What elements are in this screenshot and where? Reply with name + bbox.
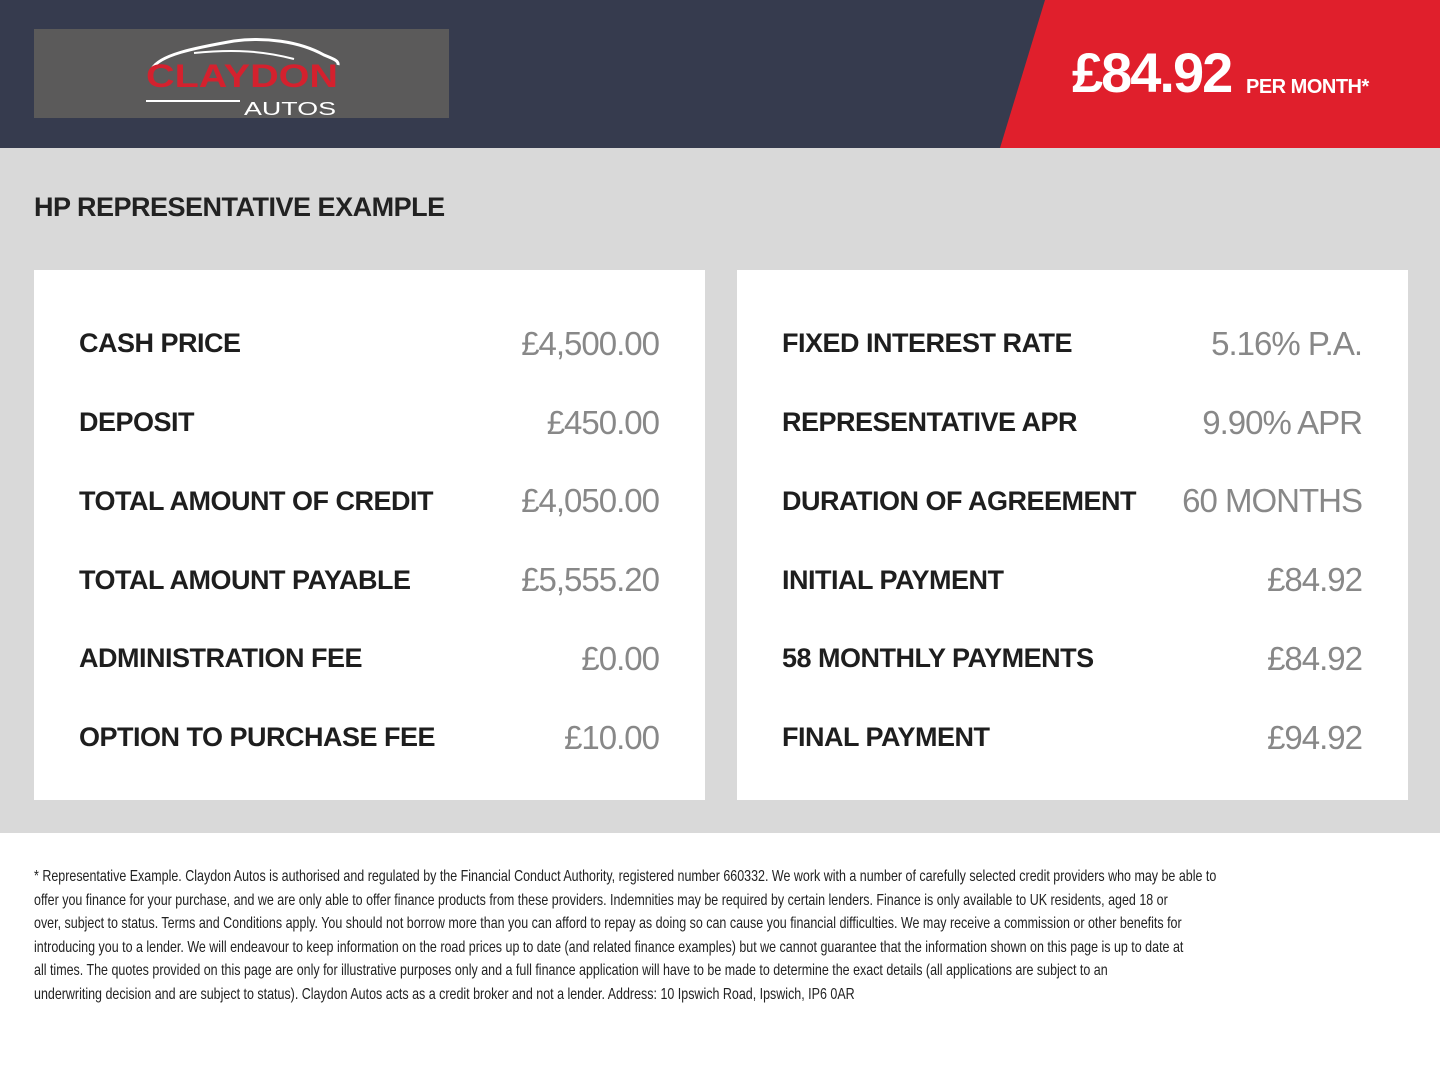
detail-value: £450.00 <box>546 403 660 441</box>
detail-value: £5,555.20 <box>521 561 660 599</box>
car-silhouette-icon: CLAYDON AUTOS <box>146 38 340 118</box>
monthly-price: £84.92 <box>1072 41 1233 104</box>
claydon-autos-logo: CLAYDON AUTOS <box>34 29 449 118</box>
disclaimer-line: all times. The quotes provided on this p… <box>34 962 1108 980</box>
detail-value: £0.00 <box>581 640 660 678</box>
detail-label: DEPOSIT <box>79 406 195 437</box>
detail-row: FIXED INTEREST RATE 5.16% P.A. <box>782 324 1363 364</box>
detail-label: FIXED INTEREST RATE <box>782 328 1073 359</box>
disclaimer-line: offer you finance for your purchase, and… <box>34 891 1168 909</box>
detail-label: OPTION TO PURCHASE FEE <box>79 722 436 753</box>
disclaimer-line: * Representative Example. Claydon Autos … <box>34 868 1217 885</box>
disclaimer-line: underwriting decision and are subject to… <box>34 985 855 1003</box>
detail-value: £4,050.00 <box>521 482 660 520</box>
detail-label: CASH PRICE <box>79 328 241 359</box>
detail-value: £10.00 <box>564 718 660 756</box>
detail-label: FINAL PAYMENT <box>782 722 990 753</box>
logo-sub-text: AUTOS <box>244 99 336 118</box>
detail-row: DEPOSIT £450.00 <box>79 403 660 443</box>
disclaimer: * Representative Example. Claydon Autos … <box>34 868 1440 1010</box>
disclaimer-line: introducing you to a lender. We will end… <box>34 938 1184 956</box>
detail-value: £84.92 <box>1267 640 1363 678</box>
detail-value: £4,500.00 <box>521 324 660 362</box>
detail-value: 5.16% P.A. <box>1211 324 1363 362</box>
detail-row: CASH PRICE £4,500.00 <box>79 324 660 364</box>
detail-value: 9.90% APR <box>1202 403 1363 441</box>
detail-label: TOTAL AMOUNT PAYABLE <box>79 564 411 595</box>
detail-value: £94.92 <box>1267 718 1363 756</box>
detail-row: OPTION TO PURCHASE FEE £10.00 <box>79 718 660 758</box>
detail-row: ADMINISTRATION FEE £0.00 <box>79 639 660 679</box>
detail-label: DURATION OF AGREEMENT <box>782 485 1137 516</box>
detail-row: FINAL PAYMENT £94.92 <box>782 718 1363 758</box>
page-title: HP REPRESENTATIVE EXAMPLE <box>34 192 445 222</box>
detail-value: 60 MONTHS <box>1182 482 1363 520</box>
detail-label: INITIAL PAYMENT <box>782 564 1004 595</box>
detail-label: 58 MONTHLY PAYMENTS <box>782 643 1094 674</box>
detail-label: REPRESENTATIVE APR <box>782 406 1078 437</box>
detail-row: DURATION OF AGREEMENT 60 MONTHS <box>782 482 1363 522</box>
detail-row: 58 MONTHLY PAYMENTS £84.92 <box>782 639 1363 679</box>
left-card: CASH PRICE £4,500.00 DEPOSIT £450.00 TOTAL A… <box>34 270 705 800</box>
logo-name-text: CLAYDON <box>146 58 338 94</box>
price-band <box>1000 0 1440 148</box>
disclaimer-line: over, subject to status. Terms and Condi… <box>34 915 1182 933</box>
detail-row: TOTAL AMOUNT OF CREDIT £4,050.00 <box>79 482 660 522</box>
detail-row: INITIAL PAYMENT £84.92 <box>782 560 1363 600</box>
per-month-label: PER MONTH* <box>1246 76 1369 98</box>
right-card: FIXED INTEREST RATE 5.16% P.A. REPRESENTAT… <box>737 270 1408 800</box>
detail-label: ADMINISTRATION FEE <box>79 643 363 674</box>
detail-row: REPRESENTATIVE APR 9.90% APR <box>782 403 1363 443</box>
detail-value: £84.92 <box>1267 561 1363 599</box>
detail-row: TOTAL AMOUNT PAYABLE £5,555.20 <box>79 560 660 600</box>
detail-label: TOTAL AMOUNT OF CREDIT <box>79 485 433 516</box>
